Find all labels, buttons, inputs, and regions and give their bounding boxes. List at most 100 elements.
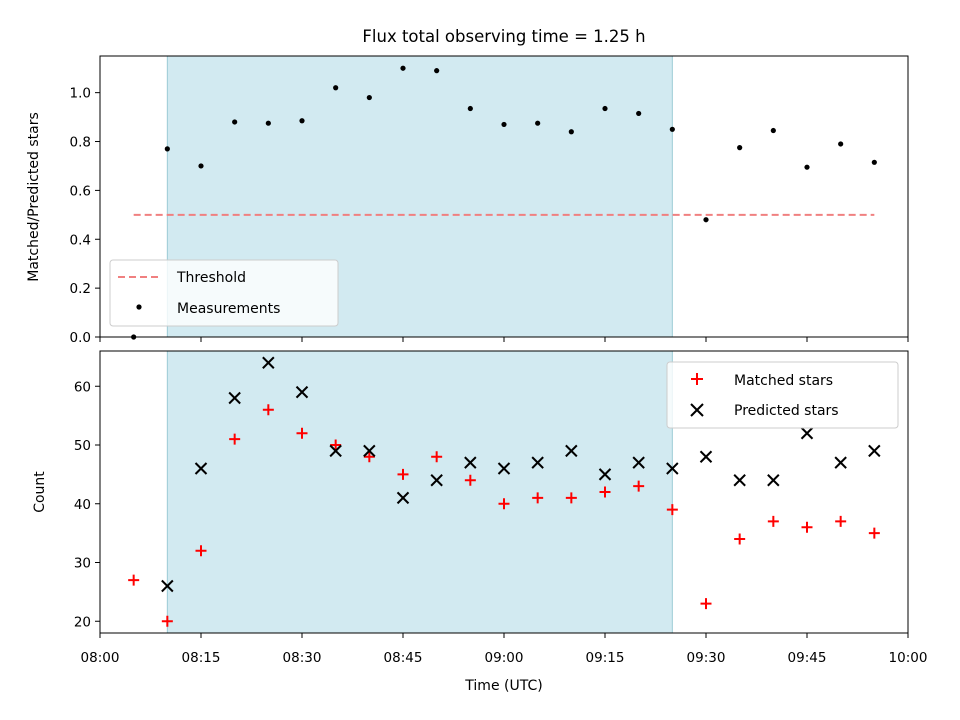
matched-star-point bbox=[868, 527, 880, 539]
predicted-star-point bbox=[565, 444, 578, 458]
legend-predicted-swatch bbox=[690, 403, 704, 417]
bottom-y-tick-label: 40 bbox=[74, 497, 91, 513]
legend-predicted-label: Predicted stars bbox=[734, 403, 839, 419]
matched-star-point bbox=[195, 545, 207, 557]
matched-star-point bbox=[229, 433, 241, 445]
legend-matched-swatch bbox=[691, 373, 703, 385]
chart-title: Flux total observing time = 1.25 h bbox=[362, 27, 645, 46]
predicted-star-point bbox=[396, 491, 410, 505]
predicted-star-point bbox=[161, 579, 174, 593]
predicted-star-point bbox=[194, 462, 208, 475]
matched-star-point bbox=[599, 486, 611, 498]
matched-star-point bbox=[532, 492, 544, 504]
x-tick-label: 09:30 bbox=[687, 650, 726, 666]
matched-star-point bbox=[161, 615, 173, 627]
matched-star-point bbox=[397, 468, 409, 480]
legend-matched-label: Matched stars bbox=[734, 373, 833, 389]
predicted-star-point bbox=[800, 427, 814, 440]
predicted-star-point bbox=[699, 450, 713, 463]
measurement-point bbox=[804, 164, 810, 170]
matched-star-point bbox=[262, 404, 274, 416]
predicted-star-point bbox=[733, 474, 746, 487]
predicted-star-point bbox=[666, 462, 679, 475]
predicted-star-point bbox=[767, 474, 780, 487]
top-y-axis: 0.0 0.2 0.4 0.6 0.8 1.0 bbox=[70, 86, 100, 346]
x-tick-label: 09:15 bbox=[586, 650, 625, 666]
bottom-legend-box bbox=[666, 361, 899, 429]
measurement-point bbox=[703, 217, 709, 223]
top-legend-box bbox=[109, 259, 339, 327]
x-tick-label: 09:45 bbox=[788, 650, 827, 666]
top-x-ticks bbox=[99, 337, 909, 342]
matched-star-point bbox=[801, 521, 813, 533]
x-tick-label: 08:30 bbox=[283, 650, 322, 666]
matched-star-point bbox=[734, 533, 746, 545]
matched-star-point bbox=[633, 480, 645, 492]
top-y-tick-label: 0.0 bbox=[70, 330, 91, 346]
measurement-point bbox=[366, 94, 372, 101]
matched-star-point bbox=[498, 498, 510, 510]
matched-star-point bbox=[431, 451, 443, 463]
bottom-panel: 20 30 40 50 60 08:00 08:15 08:30 08:45 09:00 09:1… bbox=[32, 350, 928, 694]
bottom-legend: Matched stars Predicted stars bbox=[666, 361, 899, 429]
bottom-highlight-span bbox=[166, 350, 673, 634]
predicted-star-point bbox=[363, 444, 376, 458]
measurement-point bbox=[838, 141, 844, 147]
predicted-star-point bbox=[430, 474, 443, 487]
predicted-star-point bbox=[464, 456, 477, 469]
bottom-x-axis: 08:00 08:15 08:30 08:45 09:00 09:15 09:30 09:45… bbox=[81, 633, 928, 666]
legend-measurements-swatch bbox=[136, 304, 142, 310]
measurement-point bbox=[400, 65, 406, 71]
predicted-star-point bbox=[262, 356, 275, 369]
bottom-plot-area bbox=[128, 350, 881, 634]
measurement-point bbox=[501, 121, 507, 128]
matched-star-point bbox=[363, 451, 375, 463]
legend-threshold-label: Threshold bbox=[176, 270, 246, 286]
x-tick-label: 10:00 bbox=[889, 650, 928, 666]
matched-star-point bbox=[296, 427, 308, 439]
bottom-y-axis: 20 30 40 50 60 bbox=[74, 379, 100, 630]
x-tick-label: 09:00 bbox=[485, 650, 524, 666]
measurement-point bbox=[198, 163, 204, 169]
x-axis-label: Time (UTC) bbox=[464, 678, 542, 694]
measurement-point bbox=[467, 105, 473, 112]
bottom-y-tick-label: 20 bbox=[74, 614, 91, 630]
top-y-tick-label: 0.8 bbox=[70, 135, 91, 151]
top-y-tick-label: 0.4 bbox=[70, 232, 91, 248]
top-y-tick-label: 1.0 bbox=[70, 86, 91, 102]
bottom-y-tick-label: 50 bbox=[74, 438, 91, 454]
matched-star-point bbox=[666, 504, 678, 516]
measurement-point bbox=[164, 146, 170, 152]
x-tick-label: 08:00 bbox=[81, 650, 120, 666]
predicted-star-point bbox=[598, 468, 612, 481]
predicted-star-point bbox=[531, 456, 544, 469]
matched-star-point bbox=[835, 515, 847, 527]
measurement-point bbox=[434, 68, 440, 74]
x-tick-label: 08:45 bbox=[384, 650, 423, 666]
predicted-star-point bbox=[228, 391, 241, 405]
measurement-point bbox=[602, 105, 608, 112]
x-tick-label: 08:15 bbox=[182, 650, 221, 666]
matched-star-point bbox=[464, 474, 476, 486]
predicted-star-point bbox=[329, 444, 342, 458]
measurement-point bbox=[333, 85, 339, 91]
top-y-axis-label: Matched/Predicted stars bbox=[26, 112, 42, 282]
predicted-star-point bbox=[295, 385, 309, 399]
matched-star-point bbox=[330, 439, 342, 451]
matched-star-point bbox=[128, 574, 140, 586]
measurement-point bbox=[265, 120, 271, 126]
measurement-point bbox=[737, 145, 743, 151]
predicted-star-point bbox=[497, 462, 511, 475]
measurement-point bbox=[299, 118, 305, 124]
legend-measurements-label: Measurements bbox=[177, 301, 280, 317]
measurement-point bbox=[232, 119, 238, 125]
bottom-y-tick-label: 30 bbox=[74, 556, 91, 572]
measurement-point bbox=[871, 159, 877, 165]
measurement-point bbox=[669, 126, 675, 132]
measurement-point bbox=[535, 120, 541, 126]
bottom-y-tick-label: 60 bbox=[74, 379, 91, 395]
top-y-tick-label: 0.2 bbox=[70, 281, 91, 297]
measurement-point bbox=[636, 110, 642, 117]
measurement-point bbox=[770, 127, 776, 134]
